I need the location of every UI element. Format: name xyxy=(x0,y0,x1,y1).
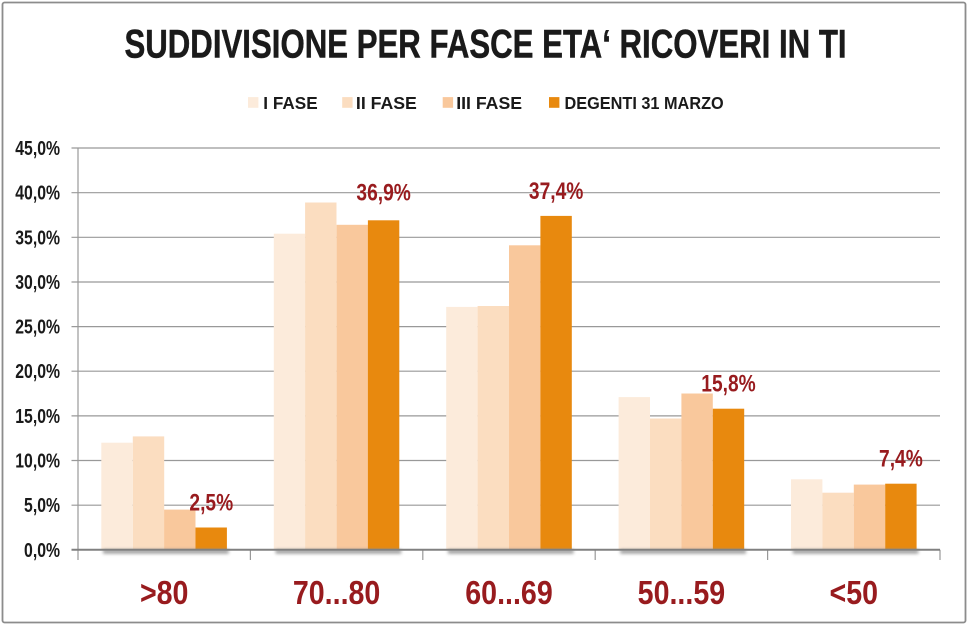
svg-text:50...59: 50...59 xyxy=(638,574,725,611)
svg-text:2,5%: 2,5% xyxy=(189,489,233,517)
svg-text:DEGENTI 31 MARZO: DEGENTI 31 MARZO xyxy=(565,93,724,113)
svg-text:SUDDIVISIONE PER FASCE ETA‘ RI: SUDDIVISIONE PER FASCE ETA‘ RICOVERI IN … xyxy=(124,22,846,67)
svg-text:35,0%: 35,0% xyxy=(15,225,60,249)
svg-text:25,0%: 25,0% xyxy=(15,315,60,339)
svg-text:5,0%: 5,0% xyxy=(24,493,60,517)
svg-text:30,0%: 30,0% xyxy=(15,270,60,294)
svg-text:10,0%: 10,0% xyxy=(15,448,60,472)
svg-text:40,0%: 40,0% xyxy=(15,181,60,205)
svg-text:60...69: 60...69 xyxy=(465,574,552,611)
svg-text:45,0%: 45,0% xyxy=(15,136,60,160)
svg-text:II FASE: II FASE xyxy=(356,93,417,113)
svg-text:37,4%: 37,4% xyxy=(529,177,583,205)
svg-text:36,9%: 36,9% xyxy=(356,178,410,206)
svg-text:0,0%: 0,0% xyxy=(24,538,60,562)
svg-text:15,8%: 15,8% xyxy=(701,370,755,398)
svg-text:<50: <50 xyxy=(830,574,879,611)
svg-text:20,0%: 20,0% xyxy=(15,359,60,383)
svg-text:I FASE: I FASE xyxy=(263,93,317,113)
svg-text:7,4%: 7,4% xyxy=(879,445,923,473)
svg-text:15,0%: 15,0% xyxy=(15,404,60,428)
svg-text:70...80: 70...80 xyxy=(293,574,380,611)
svg-text:>80: >80 xyxy=(140,574,189,611)
svg-text:III FASE: III FASE xyxy=(456,93,522,113)
